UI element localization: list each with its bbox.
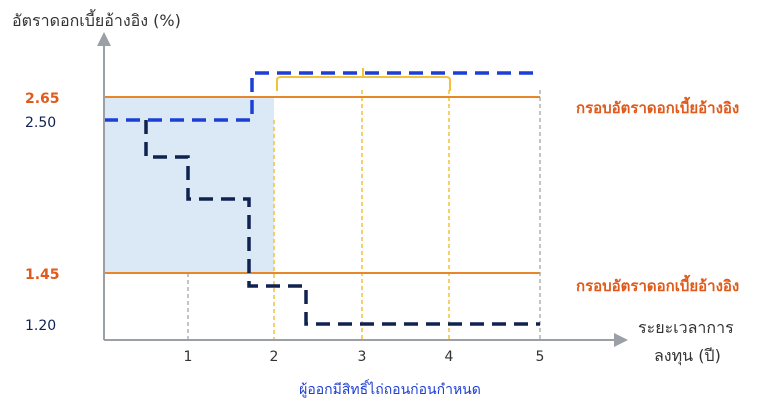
- x-axis-title-line1: ระยะเวลาการ: [638, 318, 734, 337]
- y-axis-arrow: [97, 32, 111, 46]
- x-tick-4: 4: [445, 349, 454, 365]
- x-tick-1: 1: [184, 349, 193, 365]
- y-label-bottom: 1.20: [25, 318, 56, 334]
- x-tick-3: 3: [358, 349, 367, 365]
- y-label-upper: 2.65: [25, 91, 60, 107]
- x-tick-2: 2: [270, 349, 279, 365]
- x-axis-arrow: [614, 333, 628, 347]
- footer-caption: ผู้ออกมีสิทธิ์ไถ่ถอนก่อนกำหนด: [299, 379, 481, 398]
- rising-rate-path: [104, 71, 540, 122]
- x-axis-title-line2: ลงทุน (ปี): [654, 346, 721, 366]
- callable-bracket: [276, 76, 451, 91]
- upper-band-label: กรอบอัตราดอกเบี้ยอ้างอิง: [576, 96, 739, 117]
- y-label-lower: 1.45: [25, 267, 60, 283]
- falling-rate-path: [144, 120, 540, 326]
- y-label-start: 2.50: [25, 115, 56, 131]
- lower-band-label: กรอบอัตราดอกเบี้ยอ้างอิง: [576, 274, 739, 295]
- y-axis-title: อัตราดอกเบี้ยอ้างอิง (%): [12, 9, 181, 30]
- x-tick-5: 5: [536, 349, 545, 365]
- shaded-band-region: [104, 97, 274, 273]
